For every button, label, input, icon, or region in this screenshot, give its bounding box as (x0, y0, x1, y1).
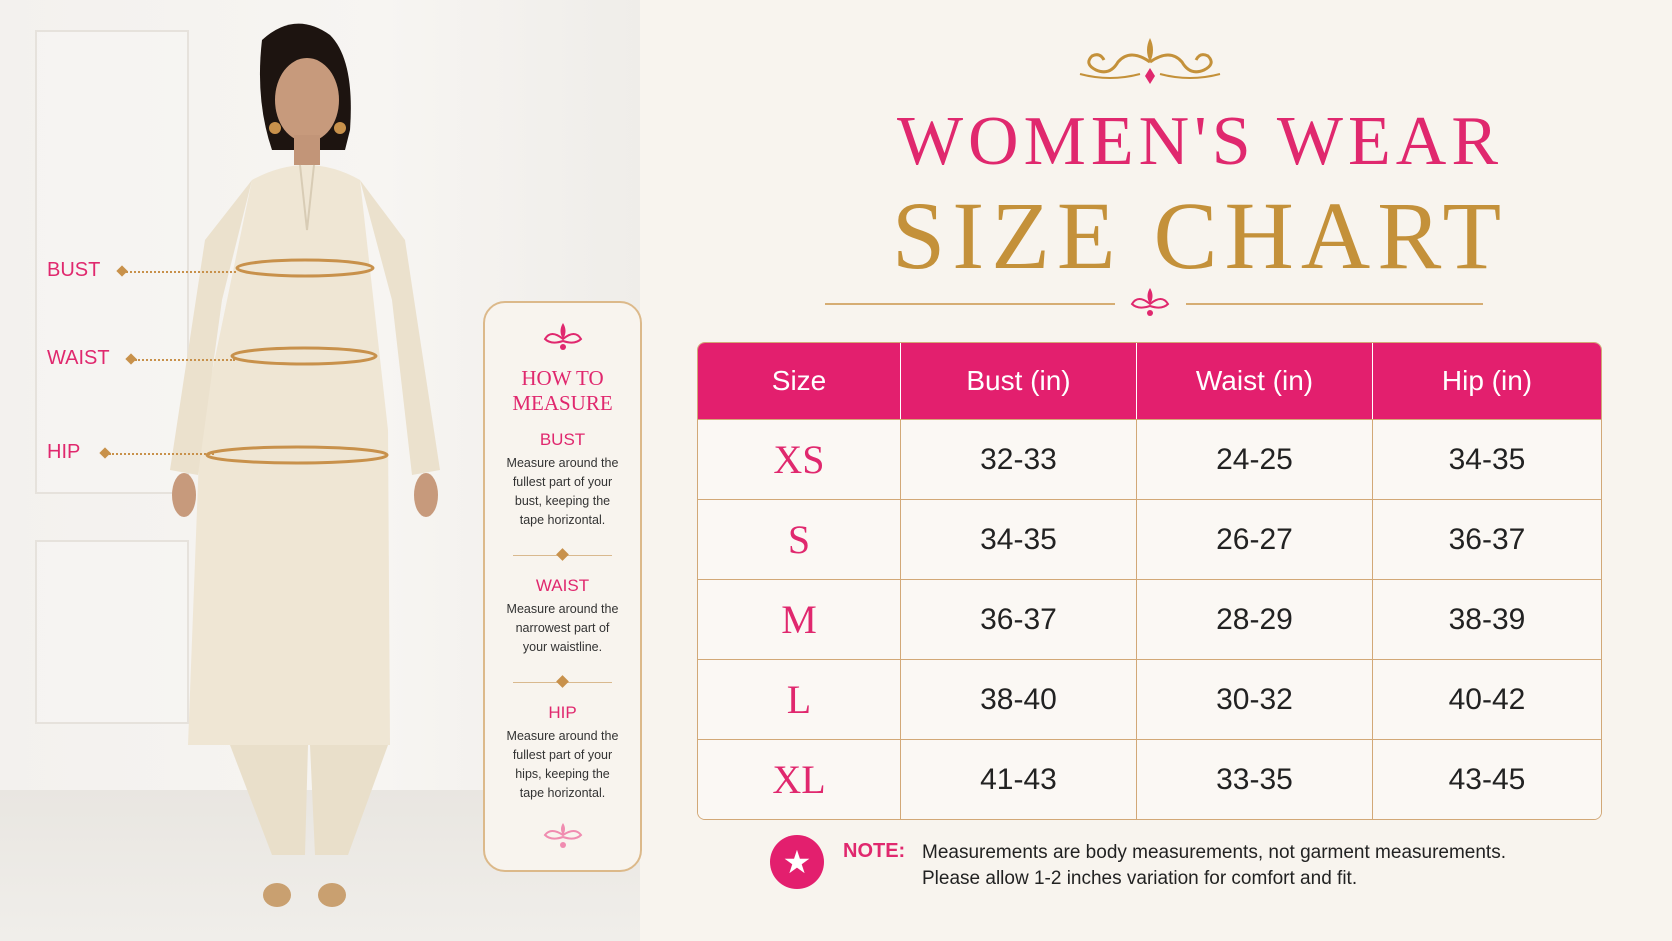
bust-instruction-line: Measure around the (506, 456, 619, 470)
bust-cell: 34-35 (901, 499, 1137, 579)
note-label: NOTE: (843, 840, 906, 862)
fleur-divider-icon (1130, 288, 1170, 316)
bust-cell: 32-33 (901, 419, 1137, 499)
title-divider-right (1186, 303, 1483, 305)
waist-instruction-line: your waistline. (522, 640, 603, 654)
hip-pointer-line (109, 453, 214, 455)
column-header-waist: Waist (in) (1137, 343, 1373, 419)
table-row: XS 32-33 24-25 34-35 (698, 419, 1601, 499)
table-header-row: Size Bust (in) Waist (in) Hip (in) (698, 343, 1601, 419)
waist-label: WAIST (47, 347, 110, 369)
bust-instruction-line: bust, keeping the (514, 494, 611, 508)
waist-cell: 26-27 (1137, 499, 1373, 579)
size-cell: M (698, 579, 901, 659)
bust-instruction-line: fullest part of your (512, 475, 613, 489)
top-scroll-ornament-icon (1079, 38, 1221, 84)
section-divider (513, 675, 612, 689)
hip-cell: 34-35 (1373, 419, 1601, 499)
how-to-measure-title: HOW TO MEASURE (485, 366, 640, 416)
fleur-ornament-icon (543, 823, 582, 848)
size-cell: XS (698, 419, 901, 499)
bust-cell: 41-43 (901, 739, 1137, 819)
title-divider-left (825, 303, 1115, 305)
note-line2: Please allow 1-2 inches variation for co… (922, 868, 1358, 889)
waist-cell: 33-35 (1137, 739, 1373, 819)
table-row: XL 41-43 33-35 43-45 (698, 739, 1601, 819)
waist-cell: 30-32 (1137, 659, 1373, 739)
waist-instruction-line: Measure around the (506, 602, 619, 616)
hip-cell: 40-42 (1373, 659, 1601, 739)
bust-label: BUST (47, 259, 101, 281)
bust-pointer-line (126, 271, 236, 273)
hip-instruction-line: hips, keeping the (515, 767, 610, 781)
title-line2: SIZE CHART (891, 182, 1509, 289)
fleur-ornament-icon (543, 323, 582, 350)
size-chart-table: Size Bust (in) Waist (in) Hip (in) XS 32… (697, 342, 1602, 820)
table-row: S 34-35 26-27 36-37 (698, 499, 1601, 579)
hip-cell: 36-37 (1373, 499, 1601, 579)
hip-cell: 38-39 (1373, 579, 1601, 659)
hip-instruction-heading: HIP (548, 703, 577, 722)
hip-cell: 43-45 (1373, 739, 1601, 819)
how-to-measure-title-line2: MEASURE (512, 391, 613, 415)
wall-panel (35, 30, 189, 494)
waist-instruction-heading: WAIST (535, 576, 590, 595)
waist-pointer-line (135, 359, 235, 361)
waist-instruction-text: Measure around the narrowest part of you… (485, 600, 640, 657)
hip-instruction-line: fullest part of your (512, 748, 613, 762)
hip-instruction-line: tape horizontal. (519, 786, 606, 800)
table-row: L 38-40 30-32 40-42 (698, 659, 1601, 739)
size-cell: S (698, 499, 901, 579)
how-to-measure-card: HOW TO MEASURE BUST Measure around the f… (483, 301, 642, 872)
bust-instruction-text: Measure around the fullest part of your … (485, 454, 640, 530)
wall-panel (35, 540, 189, 724)
star-icon: ★ (770, 835, 824, 889)
title-line1: WOMEN'S WEAR (896, 103, 1504, 180)
waist-instruction-line: narrowest part of (515, 621, 610, 635)
size-cell: XL (698, 739, 901, 819)
column-header-size: Size (698, 343, 901, 419)
table-row: M 36-37 28-29 38-39 (698, 579, 1601, 659)
size-cell: L (698, 659, 901, 739)
note-line1: Measurements are body measurements, not … (922, 842, 1506, 863)
bust-cell: 38-40 (901, 659, 1137, 739)
bust-cell: 36-37 (901, 579, 1137, 659)
waist-cell: 24-25 (1137, 419, 1373, 499)
hip-instruction-line: Measure around the (506, 729, 619, 743)
hip-label: HIP (47, 441, 81, 463)
note-text: Measurements are body measurements, not … (922, 840, 1506, 892)
hip-instruction-text: Measure around the fullest part of your … (485, 727, 640, 803)
how-to-measure-title-line1: HOW TO (521, 366, 604, 390)
section-divider (513, 548, 612, 562)
bust-instruction-line: tape horizontal. (519, 513, 606, 527)
bust-instruction-heading: BUST (539, 430, 586, 449)
model-figure (170, 23, 440, 907)
column-header-hip: Hip (in) (1373, 343, 1601, 419)
column-header-bust: Bust (in) (901, 343, 1137, 419)
waist-cell: 28-29 (1137, 579, 1373, 659)
